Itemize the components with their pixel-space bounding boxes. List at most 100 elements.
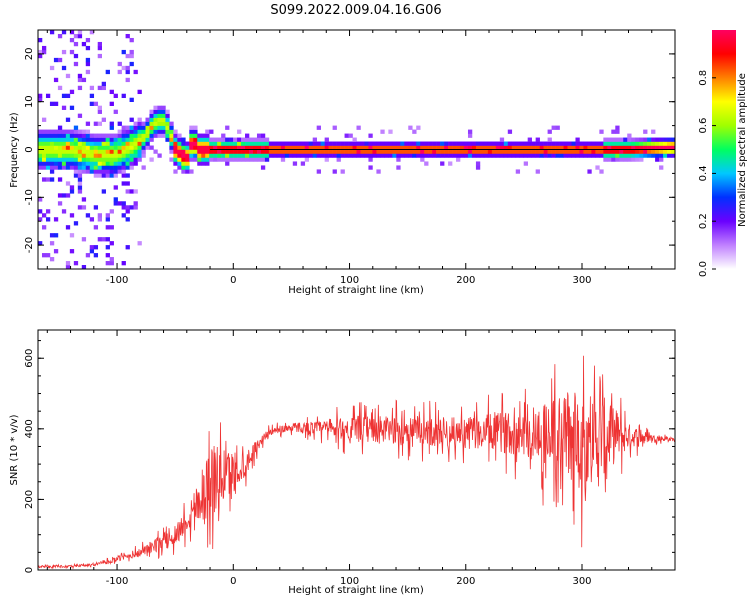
x-tick-label: 200: [456, 275, 475, 286]
spectrogram-cell: [81, 157, 87, 162]
spectrogram-cell: [217, 137, 222, 142]
spectrogram-cell: [475, 149, 481, 154]
spectrogram-cell: [173, 133, 178, 138]
spectrogram-cell: [157, 121, 162, 126]
spectrogram-cell: [523, 141, 528, 146]
spectrogram-cell: [77, 149, 83, 154]
spectrogram-cell: [292, 153, 298, 158]
spectrogram-cell: [611, 149, 616, 154]
spectrogram-cell: [217, 157, 222, 162]
spectrogram-cell: [117, 157, 122, 162]
spectrogram-cell: [193, 157, 198, 162]
snr-y-ticks: 0 200 400 600: [24, 340, 675, 573]
spectrogram-cell: [77, 205, 83, 210]
spectrogram-cell: [475, 141, 481, 146]
spectrogram-cell: [456, 149, 461, 154]
spectrogram-cell: [109, 173, 114, 178]
spectrogram-cell: [647, 137, 652, 142]
spectrogram-cell: [611, 137, 616, 142]
spectrogram-cell: [201, 153, 206, 158]
spectrogram-cell: [69, 129, 75, 134]
spectrogram-cell: [264, 145, 270, 150]
spectrogram-cell: [101, 161, 106, 166]
spectrogram-cell: [69, 161, 75, 166]
spectrogram-y-ticks: -20 -10 0 10 20: [24, 29, 675, 270]
spectrogram-cell: [475, 145, 481, 150]
spectrogram-cell: [603, 149, 608, 154]
spectrogram-cell: [340, 145, 345, 150]
spectrogram-cell: [89, 141, 95, 146]
spectrogram-cell: [73, 133, 79, 138]
spectrogram-cell: [165, 133, 170, 138]
spectrogram-cell: [332, 145, 337, 150]
spectrogram-cell: [61, 165, 67, 170]
spectrogram-cell: [651, 145, 656, 150]
spectrogram-cell: [591, 149, 596, 154]
spectrogram-cell: [45, 253, 51, 258]
spectrogram-cell: [245, 145, 250, 150]
spectrogram-cell: [563, 141, 568, 146]
spectrogram-cell: [627, 133, 632, 138]
spectrogram-cell: [117, 69, 122, 75]
spectrogram-cell: [288, 153, 294, 158]
spectrogram-cell: [38, 137, 43, 142]
spectrogram-cell: [73, 161, 79, 166]
spectrogram-cell: [101, 117, 106, 122]
spectrogram-cell: [420, 157, 425, 162]
spectrogram-cell: [117, 61, 122, 67]
spectrogram-cell: [125, 153, 130, 158]
spectrogram-cell: [487, 153, 493, 158]
spectrogram-cell: [97, 149, 102, 154]
spectrogram-cell: [376, 145, 381, 150]
snr-y-axis-label: SNR (10 * v/v): [9, 414, 20, 485]
spectrogram-cell: [229, 137, 234, 142]
spectrogram-cell: [38, 49, 43, 55]
spectrogram-cell: [348, 153, 353, 158]
spectrogram-cell: [81, 197, 87, 202]
spectrogram-cell: [651, 141, 656, 146]
spectrogram-cell: [615, 141, 620, 146]
spectrogram-cell: [237, 129, 242, 134]
spectrogram-cell: [189, 133, 194, 138]
spectrogram-cell: [197, 157, 202, 162]
spectrogram-cell: [69, 233, 75, 238]
spectrogram-cell: [627, 149, 632, 154]
spectrogram-cell: [523, 149, 528, 154]
spectrogram-cell: [53, 149, 59, 154]
spectrogram-cell: [440, 145, 445, 150]
spectrogram-cell: [77, 133, 83, 138]
spectrogram-cell: [61, 141, 67, 146]
spectrogram-cell: [197, 133, 202, 138]
spectrogram-cell: [65, 181, 71, 186]
spectrogram-cell: [280, 153, 286, 158]
spectrogram-cell: [109, 145, 114, 150]
spectrogram-cell: [121, 125, 126, 130]
spectrogram-cell: [221, 141, 226, 146]
spectrogram-cell: [165, 109, 170, 114]
spectrogram-cell: [157, 109, 162, 114]
spectrogram-cell: [388, 149, 393, 154]
spectrogram-cell: [340, 141, 345, 146]
spectrogram-cell: [121, 137, 126, 142]
spectrogram-cell: [137, 121, 142, 126]
spectrogram-cell: [245, 153, 250, 158]
spectrogram-cell: [105, 169, 110, 174]
spectrogram-cell: [89, 161, 95, 166]
spectrogram-cell: [38, 209, 43, 214]
spectrogram-cell: [416, 153, 421, 158]
spectrogram-cell: [225, 153, 230, 158]
snr-plot-area: [38, 330, 675, 570]
spectrogram-cell: [225, 137, 230, 142]
spectrogram-cell: [551, 125, 556, 130]
spectrogram-cell: [38, 153, 43, 158]
spectrogram-cell: [113, 173, 118, 178]
spectrogram-cell: [77, 181, 83, 186]
spectrogram-cell: [57, 145, 63, 150]
spectrogram-cell: [591, 145, 596, 150]
spectrogram-cell: [408, 125, 413, 130]
spectrogram-cell: [109, 137, 114, 142]
spectrogram-cell: [499, 145, 505, 150]
spectrogram-cell: [396, 149, 401, 154]
spectrogram-cell: [197, 153, 202, 158]
spectrogram-cell: [77, 157, 83, 162]
